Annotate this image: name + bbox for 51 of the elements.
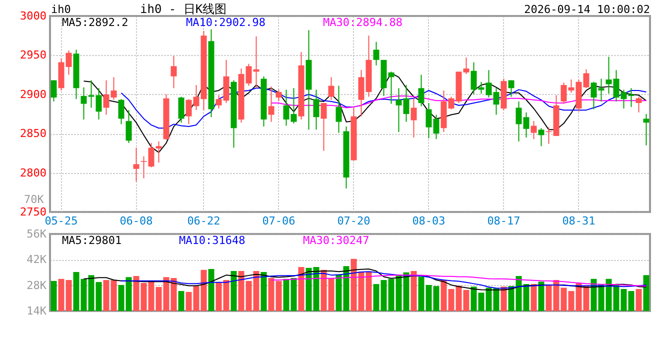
candlestick bbox=[508, 80, 514, 98]
candlestick bbox=[133, 147, 140, 182]
x-tick-label: 08-17 bbox=[487, 214, 520, 228]
y-tick-label: 2750 bbox=[20, 206, 46, 218]
candlestick bbox=[418, 74, 424, 107]
y-tick-label: 2800 bbox=[20, 166, 46, 180]
y-tick-label: 14K bbox=[26, 304, 47, 318]
candlestick bbox=[313, 89, 320, 130]
text: MA5:2892.2 bbox=[62, 16, 128, 29]
x-tick-label: 05-25 bbox=[44, 214, 78, 228]
y-tick-label: 56K bbox=[26, 228, 47, 240]
x-tick-label: 07-06 bbox=[262, 214, 296, 228]
candlestick bbox=[276, 89, 282, 102]
y-tick-label: 42K bbox=[26, 253, 47, 266]
x-tick-label: 08-31 bbox=[562, 214, 596, 228]
text: MA10:2902.98 bbox=[186, 16, 266, 29]
candlestick bbox=[373, 41, 380, 66]
candlestick bbox=[328, 76, 334, 100]
line-series bbox=[83, 268, 647, 290]
text: MA5:29801 bbox=[62, 234, 122, 247]
candlestick bbox=[538, 128, 544, 147]
candlestick bbox=[320, 102, 327, 152]
candlestick bbox=[178, 96, 184, 124]
y-tick-label: 2950 bbox=[20, 48, 46, 62]
y-tick-label: 2900 bbox=[20, 88, 46, 101]
x-tick-label: 06-08 bbox=[120, 214, 153, 228]
text: ih0 bbox=[51, 3, 71, 16]
candlestick bbox=[643, 114, 650, 146]
candlestick bbox=[410, 98, 417, 138]
chart-title: ih0 - 日K线图 bbox=[140, 2, 227, 16]
candlestick bbox=[50, 80, 57, 102]
line-series bbox=[270, 274, 647, 287]
x-tick-label: 07-20 bbox=[337, 214, 370, 228]
y-tick-label: 2850 bbox=[20, 127, 46, 140]
text: MA10:31648 bbox=[179, 234, 246, 247]
candlestick bbox=[530, 120, 537, 140]
y-tick-label: 3000 bbox=[20, 10, 46, 22]
candlestick bbox=[170, 55, 177, 89]
x-tick-label: 08-03 bbox=[412, 214, 446, 228]
text: 70K bbox=[24, 193, 44, 206]
candlestick bbox=[118, 98, 124, 125]
line-series bbox=[120, 271, 647, 289]
x-tick-label: 06-22 bbox=[187, 214, 220, 228]
candlestick bbox=[336, 85, 342, 134]
text: MA30:2894.88 bbox=[323, 16, 402, 29]
text: 2026-09-14 10:00:02 bbox=[524, 3, 650, 16]
candlestick bbox=[636, 96, 642, 113]
text: MA30:30247 bbox=[303, 234, 370, 247]
y-tick-label: 28K bbox=[26, 278, 47, 292]
candlestick bbox=[126, 110, 132, 144]
candlestick bbox=[268, 86, 274, 122]
